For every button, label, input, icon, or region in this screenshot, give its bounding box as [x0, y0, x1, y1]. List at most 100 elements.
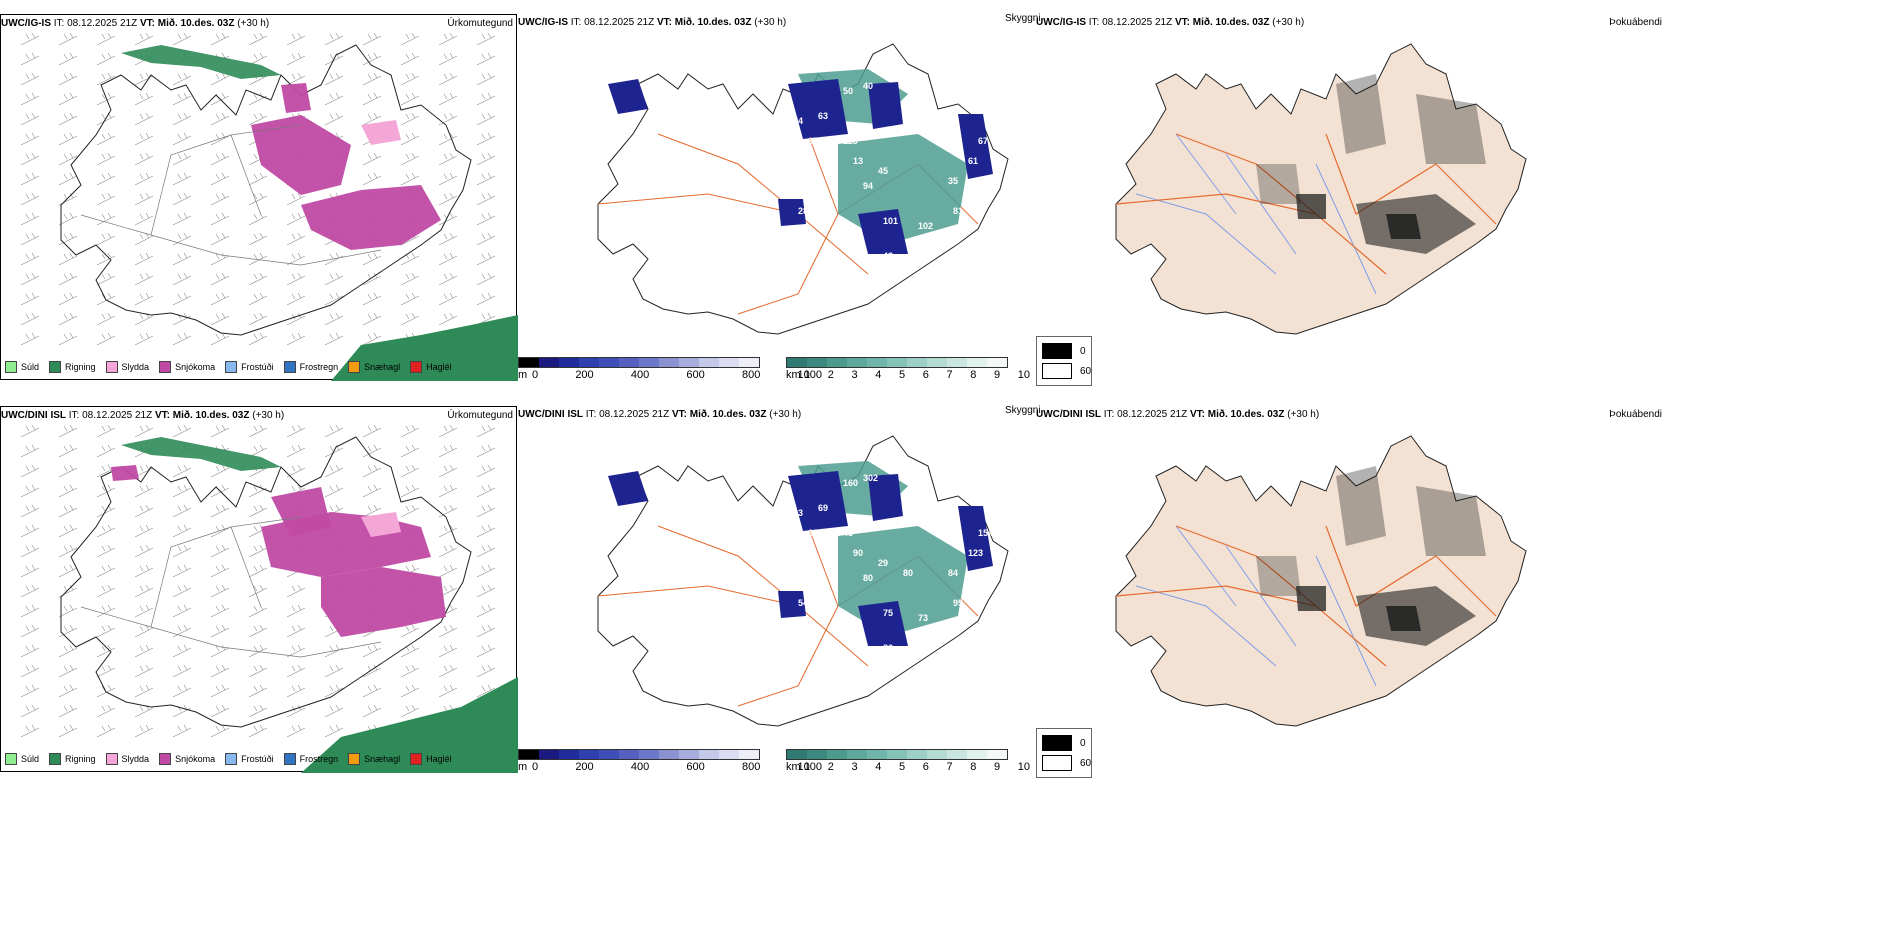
wind-barb: [210, 192, 230, 206]
precip-type-panel-top: UWC/IG-IS IT: 08.12.2025 21Z VT: Mið. 10…: [0, 14, 518, 381]
colorbar-cell: [559, 750, 579, 759]
wind-barb: [362, 444, 382, 458]
cloud-area-blue: [608, 79, 648, 114]
wind-barb: [362, 312, 382, 326]
wind-barb: [58, 312, 78, 326]
cloud-base-label: 51: [898, 256, 908, 266]
wind-barb: [210, 704, 230, 718]
wind-barb: [96, 32, 116, 46]
fog-panel-top: UWC/IG-IS IT: 08.12.2025 21Z VT: Mið. 10…: [1036, 14, 1662, 380]
km-colorbar: km 1 2 3 4 5 6 7 8 9 10: [786, 357, 1046, 381]
wind-barb: [438, 152, 458, 166]
wind-barb: [134, 684, 154, 698]
wind-barb: [476, 112, 496, 126]
wind-barb: [476, 464, 496, 478]
colorbar-cell: [659, 750, 679, 759]
cloud-base-label: 67: [978, 136, 988, 146]
skyggni-title-bottom: Skyggni: [1005, 405, 1041, 416]
wind-barb: [20, 52, 40, 66]
wind-barb: [58, 444, 78, 458]
snow-area: [111, 465, 139, 481]
wind-barb: [286, 424, 306, 438]
wind-barb: [58, 192, 78, 206]
wind-barb: [438, 32, 458, 46]
colorbar-cell: [719, 750, 739, 759]
legend-item: Frostregn: [283, 753, 338, 765]
wind-barb: [248, 704, 268, 718]
colorbar-tick: 9: [994, 761, 1001, 773]
cloud-base-label: 69: [818, 503, 828, 513]
wind-barb: [324, 444, 344, 458]
wind-barb: [438, 524, 458, 538]
wind-barb: [20, 684, 40, 698]
wind-barb: [476, 292, 496, 306]
colorbar-cell: [927, 358, 947, 367]
cloud-base-label: 79: [948, 518, 958, 528]
colorbar-cell: [519, 358, 539, 367]
wind-barb: [324, 464, 344, 478]
wind-barb: [134, 152, 154, 166]
colorbar-tick: 1000: [797, 369, 822, 381]
wind-barb: [476, 32, 496, 46]
height-ticks: 0 200 400 600 800 1000: [532, 761, 822, 773]
cloud-area-blue: [868, 82, 903, 129]
height-ticks: 0 200 400 600 800 1000: [532, 369, 822, 381]
legend-label: Haglél: [426, 362, 452, 372]
cloud-area-blue: [858, 209, 908, 254]
wind-barb: [58, 112, 78, 126]
wind-barb: [210, 32, 230, 46]
colorbar-cell: [967, 750, 987, 759]
cloud-area-blue: [778, 591, 806, 618]
legend-label: Rigning: [65, 754, 96, 764]
panel-header: UWC/IG-IS IT: 08.12.2025 21Z VT: Mið. 10…: [1, 18, 513, 29]
wind-barb: [210, 272, 230, 286]
wind-barb: [210, 564, 230, 578]
wind-barb: [286, 644, 306, 658]
wind-barb: [134, 504, 154, 518]
road-network: [1115, 133, 1497, 275]
wind-barb: [248, 292, 268, 306]
wind-barb: [20, 564, 40, 578]
wind-barb: [172, 504, 192, 518]
wind-barb: [210, 664, 230, 678]
cloud-base-label: 118: [843, 136, 858, 146]
legend-item: Slydda: [105, 753, 149, 765]
wind-barb: [20, 72, 40, 86]
wind-barb: [210, 604, 230, 618]
legend-swatch: [5, 361, 17, 373]
wind-barb: [476, 152, 496, 166]
wind-barb: [438, 644, 458, 658]
wind-barb: [248, 112, 268, 126]
wind-barb: [20, 524, 40, 538]
cloud-area-blue: [608, 471, 648, 506]
wind-barb: [438, 212, 458, 226]
km-unit: km: [786, 761, 801, 773]
wind-barb: [286, 32, 306, 46]
wind-barb: [210, 464, 230, 478]
colorbar-cell: [787, 358, 807, 367]
wind-barb: [286, 252, 306, 266]
wind-barb: [96, 212, 116, 226]
legend-item: Haglél: [410, 753, 452, 765]
wind-barb: [400, 504, 420, 518]
wind-barb: [476, 252, 496, 266]
colorbar-tick: 4: [875, 369, 882, 381]
wind-barb: [362, 292, 382, 306]
precip-map: [20, 32, 518, 381]
wind-barb: [134, 92, 154, 106]
cloud-base-label: 540: [798, 598, 813, 608]
wind-barb: [362, 112, 382, 126]
wind-barb: [172, 624, 192, 638]
km-cells: [786, 749, 1008, 760]
colorbar-cell: [639, 358, 659, 367]
colorbar-cell: [807, 358, 827, 367]
wind-barb: [400, 484, 420, 498]
wind-barb: [96, 312, 116, 326]
rain-area-ocean: [301, 677, 518, 773]
legend-swatch: [348, 753, 361, 765]
wind-barb: [172, 92, 192, 106]
colorbar-cell: [787, 750, 807, 759]
fog-legend-0: 0: [1042, 735, 1086, 751]
panel-header: UWC/IG-IS IT: 08.12.2025 21Z VT: Mið. 10…: [1036, 17, 1662, 28]
wind-barb: [20, 192, 40, 206]
